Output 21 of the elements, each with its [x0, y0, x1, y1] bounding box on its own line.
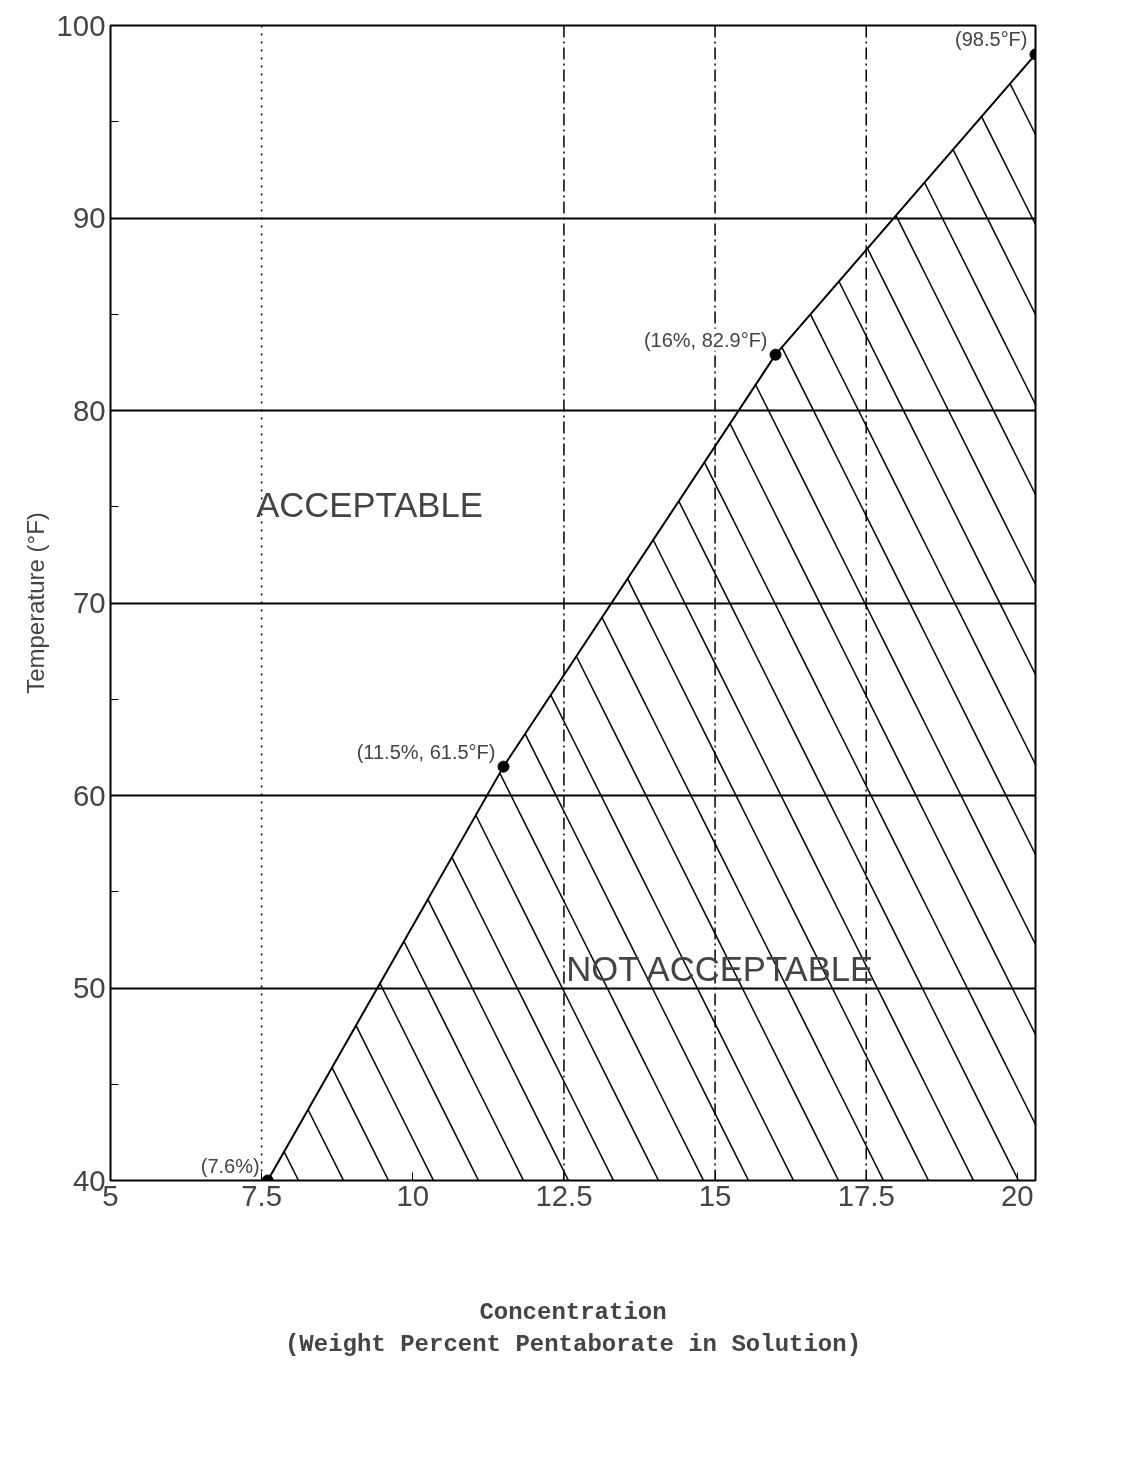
annotation: (7.6%): [200, 1154, 260, 1177]
x-tick-label: 12.5: [535, 1178, 593, 1212]
point: [769, 348, 782, 361]
y-tick-label: 100: [56, 8, 106, 42]
x-tick-label: 20: [1001, 1178, 1034, 1212]
annotation: (11.5%, 61.5°F): [356, 740, 496, 763]
y-tick-label: 80: [72, 393, 106, 427]
annotation: ACCEPTABLE: [256, 485, 483, 524]
x-tick-label: 15: [698, 1178, 732, 1212]
annotation: (98.5°F): [955, 28, 1028, 51]
annotation: (16%, 82.9°F): [643, 328, 768, 351]
x-tick-label: 10: [396, 1178, 430, 1212]
x-axis-title: Concentration (Weight Percent Pentaborate in Solution): [284, 1298, 862, 1358]
y-tick-label: 50: [72, 971, 106, 1004]
y-tick-label: 70: [72, 586, 106, 619]
y-tick-label: 60: [72, 778, 106, 812]
y-tick-label: 90: [72, 201, 106, 234]
x-tick-label: 7.5: [241, 1178, 283, 1212]
x-tick-label: 17.5: [837, 1178, 895, 1212]
point: [497, 760, 510, 773]
y-axis-title: Temperature (°F): [21, 512, 49, 694]
